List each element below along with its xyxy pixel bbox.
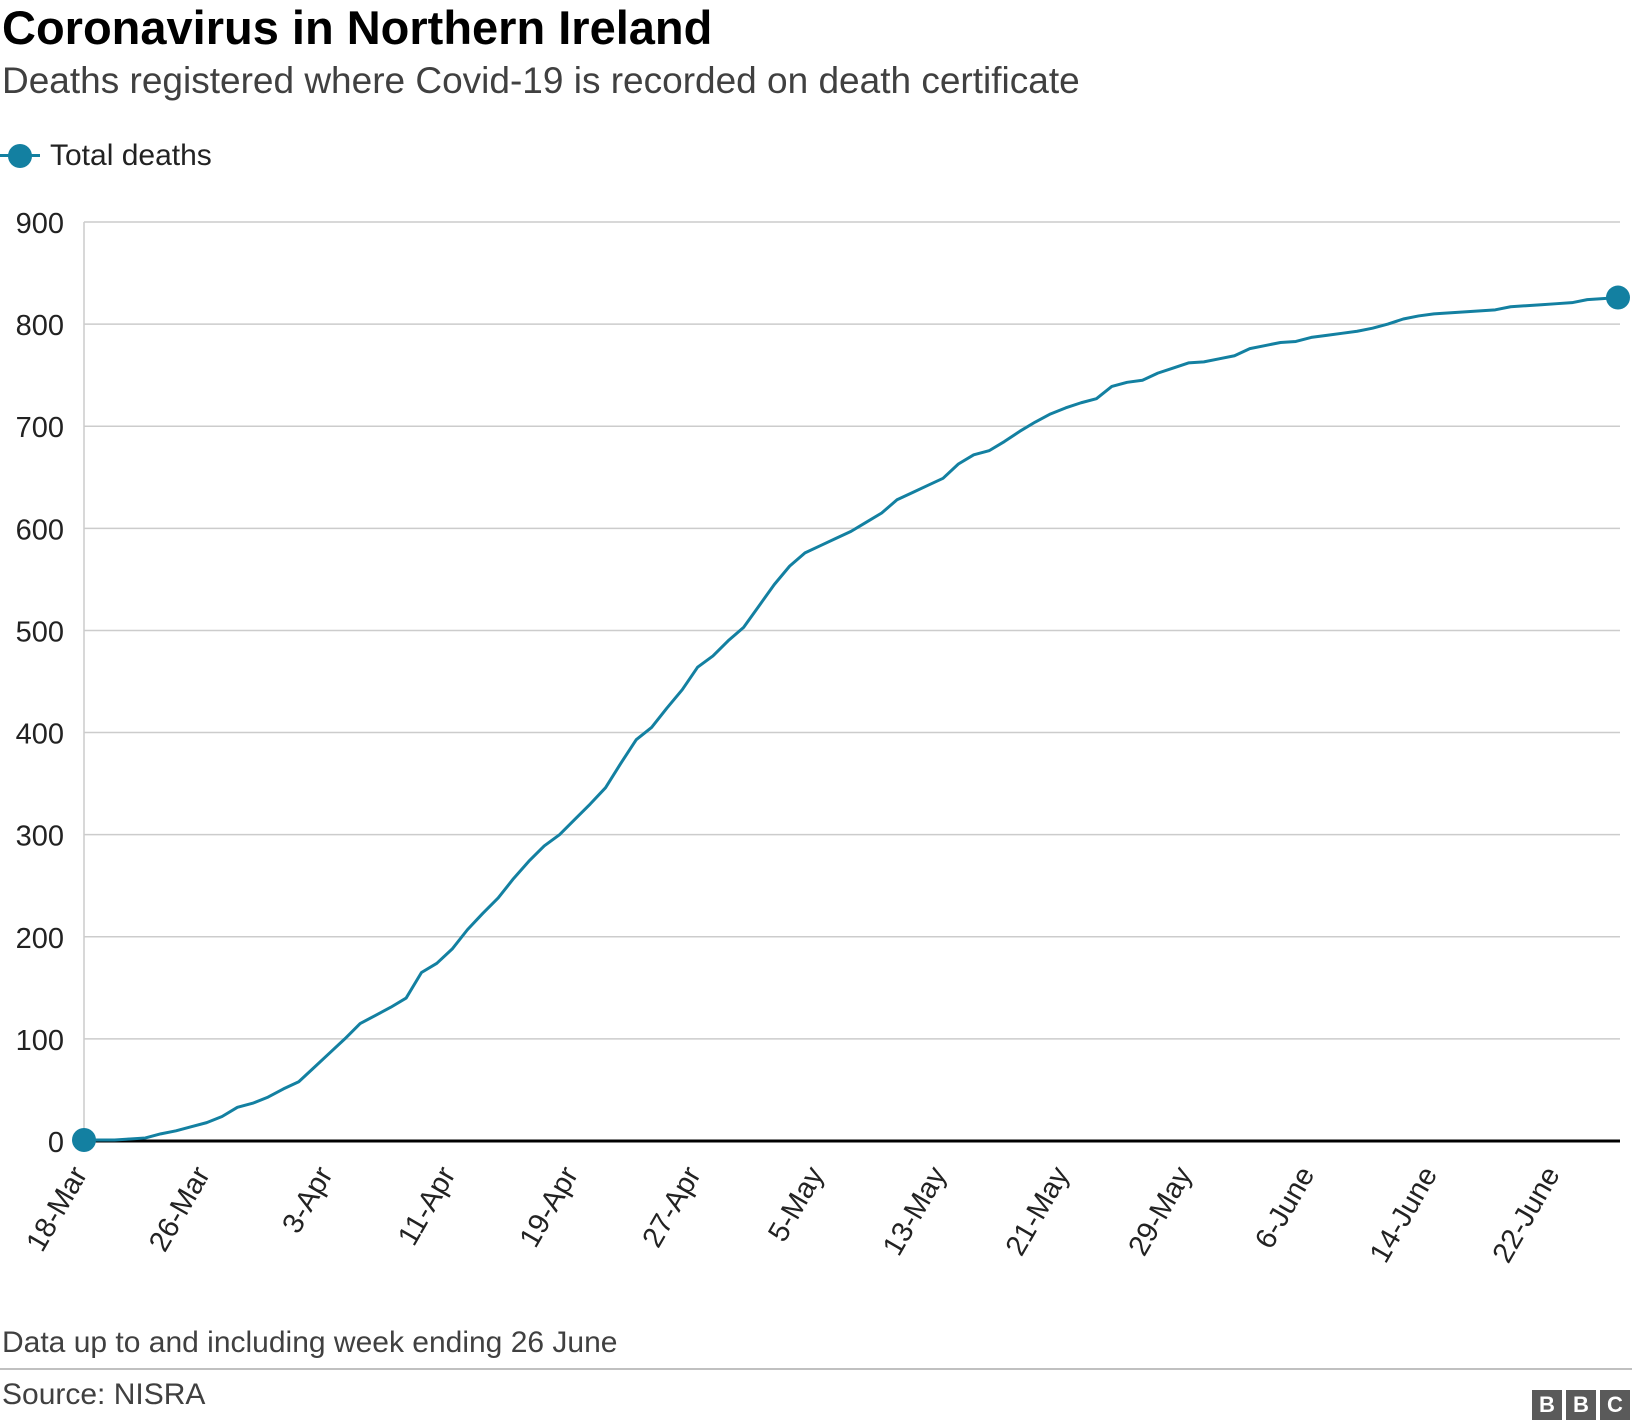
- y-tick-label: 700: [16, 412, 64, 444]
- start-point-marker: [72, 1127, 96, 1152]
- logo-block-1: B: [1532, 1390, 1562, 1420]
- gridlines: [83, 221, 1620, 1141]
- x-tick-label: 6-June: [1249, 1161, 1321, 1254]
- footnote: Data up to and including week ending 26 …: [2, 1326, 618, 1359]
- y-tick-label: 400: [16, 719, 64, 751]
- x-tick-label: 3-Apr: [276, 1161, 339, 1239]
- y-axis-ticks: 0 100 200 300 400 500 600 700 800 900: [16, 208, 64, 1159]
- x-tick-label: 21-May: [1000, 1161, 1076, 1261]
- y-tick-label: 800: [16, 310, 64, 342]
- x-tick-label: 18-Mar: [20, 1161, 94, 1257]
- series-total-deaths: [72, 285, 1630, 1152]
- x-tick-label: 11-Apr: [392, 1161, 462, 1251]
- chart-subtitle: Deaths registered where Covid-19 is reco…: [2, 60, 1080, 101]
- logo-block-2: B: [1566, 1390, 1596, 1420]
- bbc-logo: B B C: [1532, 1390, 1630, 1420]
- chart-title: Coronavirus in Northern Ireland: [2, 1, 713, 54]
- x-tick-label: 29-May: [1122, 1161, 1198, 1261]
- x-tick-label: 5-May: [762, 1161, 830, 1247]
- legend-label-total-deaths: Total deaths: [50, 139, 212, 172]
- y-tick-label: 200: [16, 923, 64, 955]
- y-tick-label: 500: [16, 616, 64, 648]
- y-tick-label: 0: [48, 1127, 64, 1159]
- source-label: Source: NISRA: [2, 1378, 206, 1411]
- y-tick-label: 900: [16, 208, 64, 240]
- y-tick-label: 100: [16, 1025, 64, 1057]
- x-tick-label: 14-June: [1364, 1161, 1444, 1268]
- chart-legend: Total deaths: [0, 136, 212, 176]
- x-tick-label: 26-Mar: [143, 1161, 217, 1257]
- footer-divider: [0, 1368, 1632, 1370]
- x-tick-label: 27-Apr: [636, 1161, 707, 1253]
- x-tick-label: 19-Apr: [514, 1161, 585, 1253]
- x-tick-label: 22-June: [1487, 1161, 1567, 1268]
- legend-dot: [8, 144, 32, 168]
- series-line-total-deaths: [84, 296, 1619, 1142]
- y-tick-label: 300: [16, 821, 64, 853]
- legend-series-marker: [0, 136, 40, 176]
- end-point-marker: [1606, 285, 1630, 310]
- logo-block-3: C: [1600, 1390, 1630, 1420]
- x-tick-label: 13-May: [877, 1161, 953, 1261]
- y-tick-label: 600: [16, 514, 64, 546]
- line-chart: 0 100 200 300 400 500 600 700 800 900 18-Mar 26-Ma…: [16, 208, 1630, 1268]
- x-axis-ticks: 18-Mar 26-Mar 3-Apr 11-Apr 19-Apr 27-Apr 5-May…: [20, 1161, 1566, 1268]
